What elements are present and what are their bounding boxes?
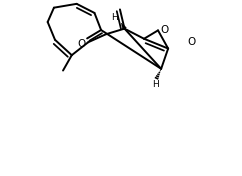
Text: H: H xyxy=(152,80,159,89)
Text: O: O xyxy=(187,37,196,47)
Polygon shape xyxy=(121,23,126,30)
Text: O: O xyxy=(160,25,168,35)
Text: H: H xyxy=(112,13,118,22)
Text: O: O xyxy=(77,39,86,49)
